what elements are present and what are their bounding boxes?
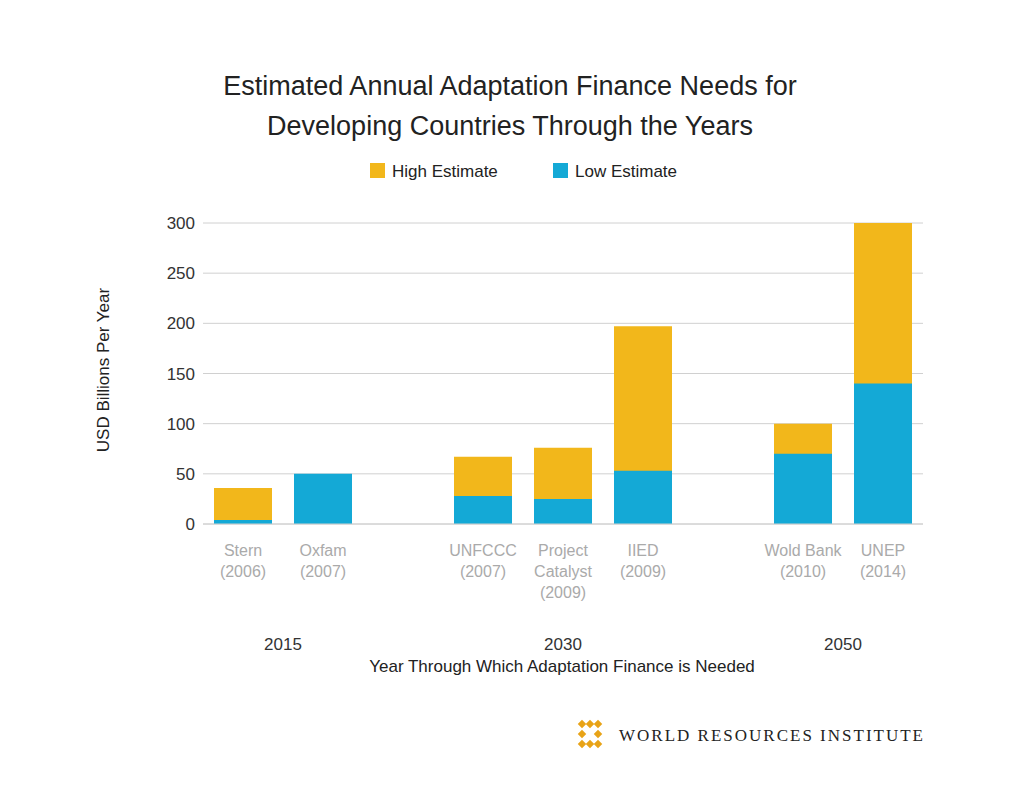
svg-text:(2010): (2010)	[780, 563, 826, 580]
svg-text:Estimated Annual Adaptation Fi: Estimated Annual Adaptation Finance Need…	[223, 71, 796, 141]
svg-text:High Estimate: High Estimate	[392, 162, 498, 181]
svg-text:Catalyst: Catalyst	[534, 563, 592, 580]
svg-text:(2007): (2007)	[300, 563, 346, 580]
svg-text:Wold Bank: Wold Bank	[764, 542, 842, 559]
svg-text:IIED: IIED	[627, 542, 658, 559]
svg-text:Oxfam: Oxfam	[299, 542, 346, 559]
svg-text:100: 100	[167, 415, 195, 434]
svg-text:0: 0	[186, 515, 195, 534]
svg-text:UNFCCC: UNFCCC	[449, 542, 517, 559]
svg-text:2015: 2015	[264, 635, 302, 654]
svg-text:Project: Project	[538, 542, 588, 559]
svg-text:Year Through Which Adaptation: Year Through Which Adaptation Finance is…	[369, 657, 755, 676]
svg-text:150: 150	[167, 365, 195, 384]
svg-text:UNEP: UNEP	[861, 542, 905, 559]
svg-text:2050: 2050	[824, 635, 862, 654]
svg-text:Stern: Stern	[224, 542, 262, 559]
svg-text:WORLD RESOURCES INSTITUTE: WORLD RESOURCES INSTITUTE	[619, 726, 925, 745]
svg-text:50: 50	[176, 465, 195, 484]
svg-text:(2007): (2007)	[460, 563, 506, 580]
svg-text:(2006): (2006)	[220, 563, 266, 580]
svg-text:USD Billions Per Year: USD Billions Per Year	[94, 287, 113, 452]
svg-text:(2014): (2014)	[860, 563, 906, 580]
svg-text:250: 250	[167, 264, 195, 283]
svg-text:300: 300	[167, 214, 195, 233]
svg-text:(2009): (2009)	[620, 563, 666, 580]
svg-text:2030: 2030	[544, 635, 582, 654]
svg-text:Low Estimate: Low Estimate	[575, 162, 677, 181]
svg-text:(2009): (2009)	[540, 584, 586, 601]
svg-text:200: 200	[167, 314, 195, 333]
